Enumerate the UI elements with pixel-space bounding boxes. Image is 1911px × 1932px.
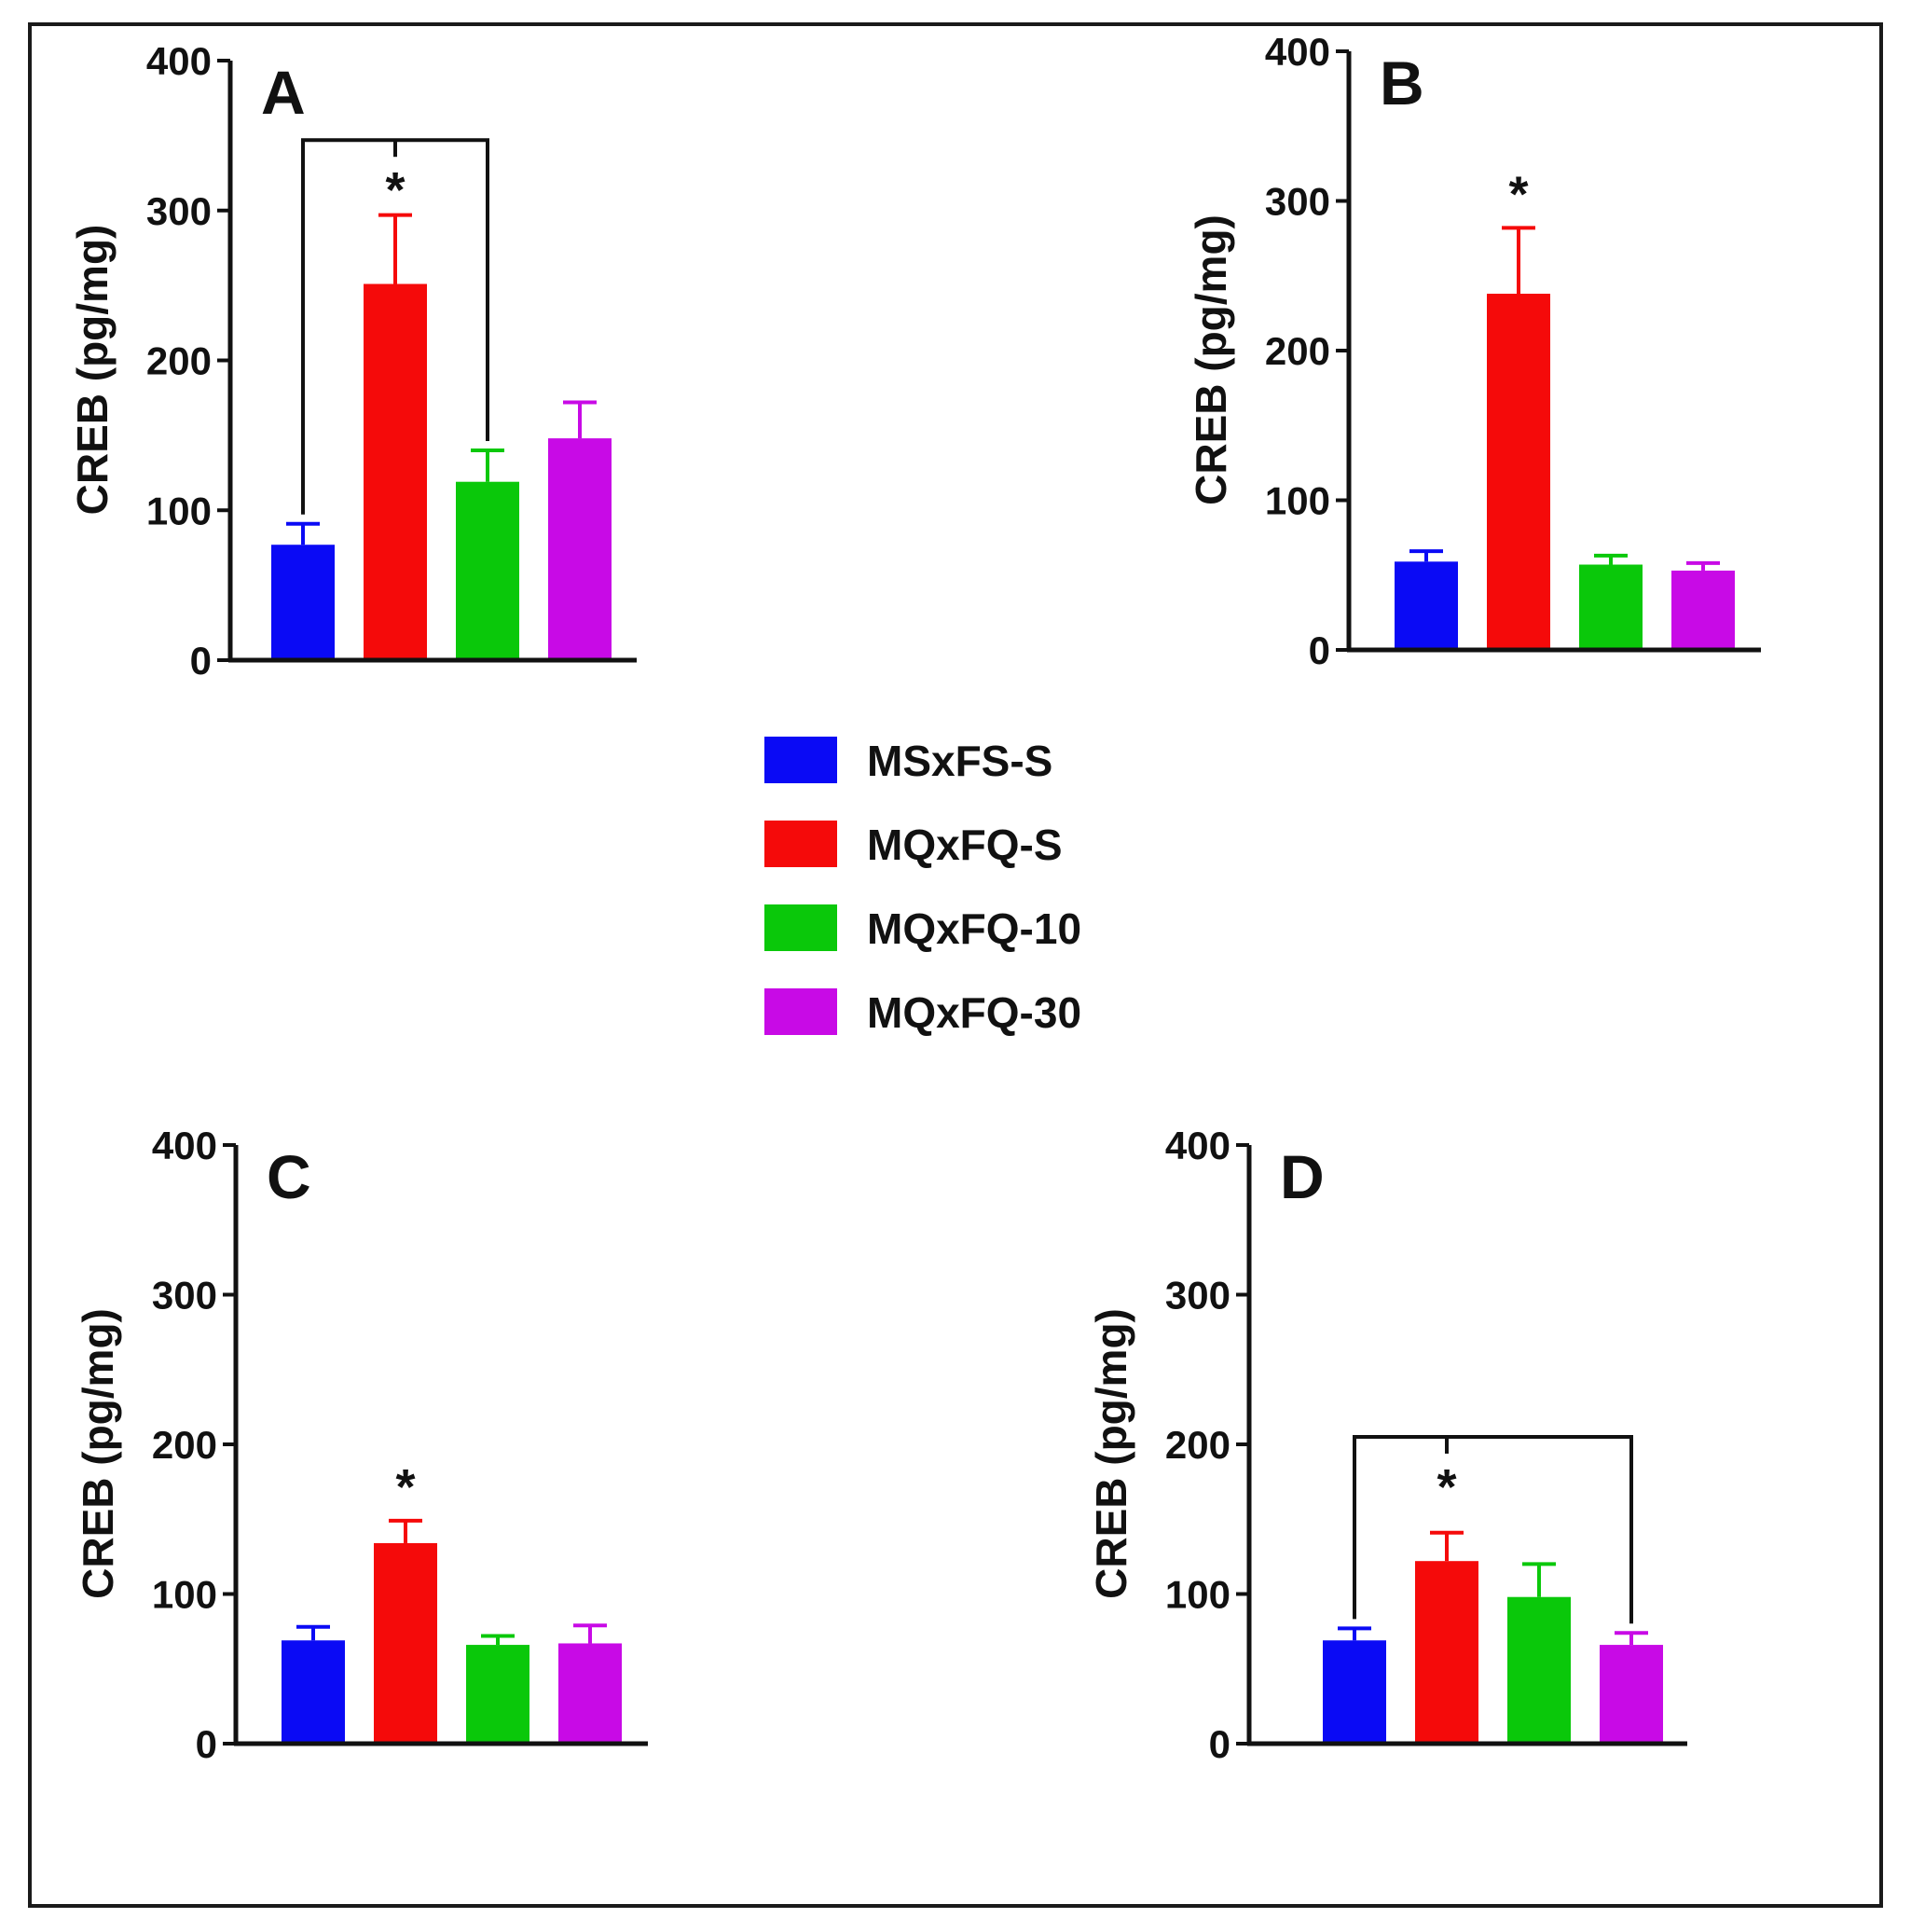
significance-marker: * — [395, 1459, 415, 1515]
y-axis-label: CREB (pg/mg) — [74, 1308, 122, 1599]
y-tick-label: 200 — [1165, 1423, 1230, 1467]
y-tick-label: 300 — [1165, 1274, 1230, 1318]
y-axis-label: CREB (pg/mg) — [68, 225, 117, 516]
bar-c-1 — [282, 1640, 345, 1744]
y-tick-label: 300 — [1265, 180, 1330, 224]
y-tick-label: 100 — [152, 1573, 217, 1617]
y-tick-label: 0 — [196, 1722, 217, 1766]
significance-marker: * — [385, 162, 405, 218]
error-bar-c-1 — [296, 1624, 330, 1641]
y-axis-label: CREB (pg/mg) — [1187, 214, 1235, 505]
bar-a-1 — [271, 545, 335, 660]
y-tick-label: 200 — [152, 1423, 217, 1467]
panel-d: 0 100 200 300 400 CREB (pg/mg) D * — [1087, 1124, 1687, 1766]
error-bar-c-4 — [573, 1623, 607, 1644]
significance-bracket — [1353, 1434, 1633, 1624]
legend-swatch — [764, 988, 837, 1035]
bar-b-1 — [1395, 561, 1458, 650]
legend: MSxFS-S MQxFQ-S MQxFQ-10 MQxFQ-30 — [764, 737, 1081, 1037]
panel-a: 0 100 200 300 400 CREB (pg/mg) A * — [68, 39, 637, 683]
legend-swatch — [764, 904, 837, 951]
y-tick-label: 0 — [1309, 628, 1330, 672]
legend-label: MQxFQ-S — [867, 821, 1063, 869]
error-bar-a-4 — [563, 400, 597, 439]
panels-group: 0 100 200 300 400 CREB (pg/mg) A * 0 100 200 300 400… — [68, 30, 1761, 1766]
legend-item: MSxFS-S — [764, 737, 1052, 785]
legend-item: MQxFQ-S — [764, 821, 1063, 869]
panel-label: B — [1380, 48, 1424, 117]
legend-item: MQxFQ-30 — [764, 988, 1081, 1037]
figure-border — [28, 22, 1883, 1908]
y-tick-label: 200 — [146, 339, 212, 383]
y-tick-label: 400 — [1165, 1124, 1230, 1167]
y-tick-label: 100 — [1165, 1573, 1230, 1617]
bar-a-2 — [364, 283, 427, 660]
y-tick-label: 300 — [152, 1274, 217, 1318]
y-tick-label: 0 — [1209, 1722, 1230, 1766]
y-tick-label: 0 — [190, 639, 212, 683]
error-bar-b-2 — [1502, 226, 1535, 295]
bar-a-4 — [548, 438, 612, 660]
error-bar-c-3 — [481, 1634, 515, 1646]
y-tick-label: 400 — [152, 1124, 217, 1167]
legend-label: MQxFQ-30 — [867, 988, 1081, 1037]
bar-c-2 — [374, 1542, 437, 1744]
y-tick-label: 400 — [1265, 30, 1330, 74]
error-bar-b-1 — [1409, 549, 1443, 562]
panel-b: 0 100 200 300 400 CREB (pg/mg) B * — [1187, 30, 1761, 672]
y-tick-label: 100 — [146, 489, 212, 532]
error-bar-a-2 — [378, 213, 412, 284]
error-bar-a-1 — [286, 521, 320, 545]
legend-label: MSxFS-S — [867, 737, 1052, 785]
error-bar-c-2 — [389, 1518, 422, 1543]
error-bar-d-4 — [1615, 1631, 1648, 1646]
bar-b-3 — [1579, 564, 1643, 650]
legend-item: MQxFQ-10 — [764, 904, 1081, 953]
bracket-line — [1353, 1434, 1633, 1624]
y-tick-label: 200 — [1265, 329, 1330, 373]
panel-label: C — [267, 1142, 311, 1211]
y-tick-label: 100 — [1265, 479, 1330, 523]
bar-c-4 — [558, 1643, 622, 1744]
error-bar-d-1 — [1338, 1626, 1371, 1641]
significance-marker: * — [1437, 1459, 1456, 1515]
bar-d-1 — [1323, 1640, 1386, 1744]
bar-d-2 — [1415, 1561, 1478, 1744]
error-bar-b-3 — [1594, 553, 1628, 565]
legend-swatch — [764, 737, 837, 783]
panel-c: 0 100 200 300 400 CREB (pg/mg) C * — [74, 1124, 648, 1766]
bar-b-2 — [1487, 294, 1550, 650]
y-axis-label: CREB (pg/mg) — [1087, 1308, 1135, 1599]
bar-d-3 — [1507, 1596, 1571, 1744]
error-bar-b-4 — [1686, 560, 1720, 571]
panel-label: D — [1280, 1142, 1325, 1211]
error-bar-d-2 — [1430, 1530, 1464, 1562]
error-bar-a-3 — [471, 448, 504, 482]
y-tick-label: 400 — [146, 39, 212, 83]
error-bar-d-3 — [1522, 1562, 1556, 1597]
bar-b-4 — [1671, 570, 1735, 650]
y-tick-label: 300 — [146, 189, 212, 233]
legend-swatch — [764, 821, 837, 867]
significance-marker: * — [1508, 166, 1528, 222]
bar-c-3 — [466, 1645, 529, 1744]
significance-bracket — [301, 138, 489, 515]
legend-label: MQxFQ-10 — [867, 904, 1081, 953]
panel-label: A — [261, 58, 306, 127]
bar-a-3 — [456, 481, 519, 660]
bar-d-4 — [1600, 1645, 1663, 1744]
